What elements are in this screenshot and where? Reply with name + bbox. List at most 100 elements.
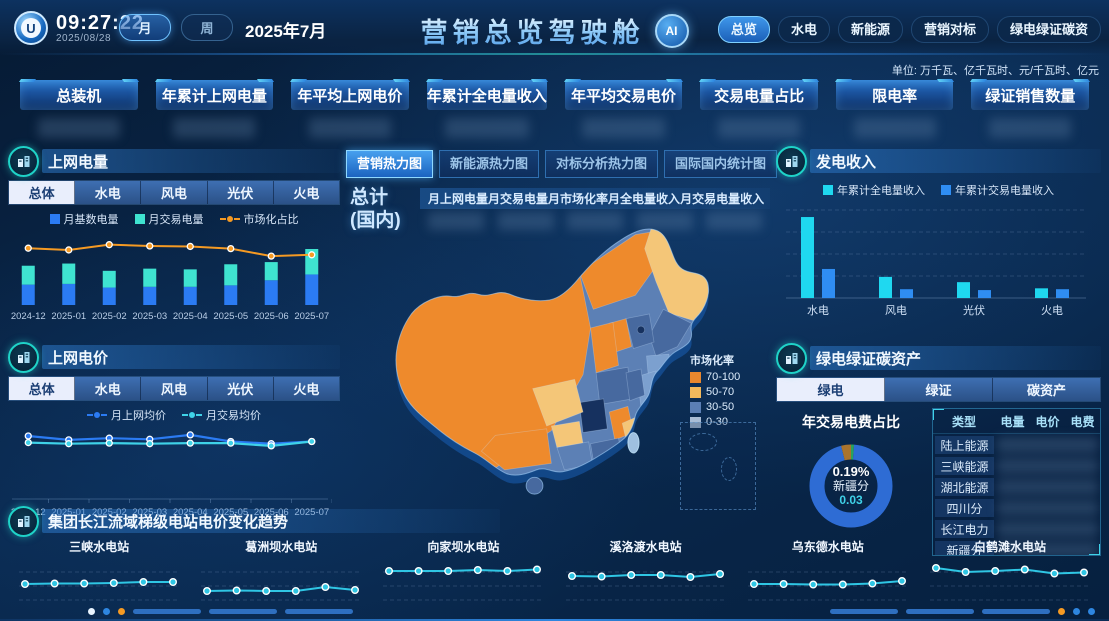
tab-火电[interactable]: 火电 [273,181,340,204]
kpi-value-blurred [37,118,120,138]
metric-月全电量收入: 月全电量收入 [608,192,681,206]
svg-text:光伏: 光伏 [963,303,985,317]
right-column: 发电收入 年累计全电量收入 年累计交易电量收入 水电 风电 光伏 火电 绿电绿证碳资产 … [776,145,1101,556]
legend-entry-70-100: 70-100 [690,371,740,383]
kpi-label-年平均交易电价[interactable]: 年平均交易电价 [564,80,683,110]
tab-水电[interactable]: 水电 [75,377,142,400]
panel-title: 上网电量 [48,153,109,171]
table-header-类型: 类型 [951,414,976,429]
kpi-value-blurred [582,118,665,138]
row-name-三峡能源[interactable]: 三峡能源 [935,457,994,475]
row-name-新疆分[interactable]: 新疆分 [935,541,994,555]
station-chart-乌东德水电站: 乌东德水电站 [737,536,919,612]
grid-price-legend: 月上网均价 月交易均价 [8,407,340,423]
tab-光伏[interactable]: 光伏 [207,181,274,204]
period-button-月[interactable]: 月 [119,14,171,41]
panel-title: 集团长江流域梯级电站电价变化趋势 [48,513,289,531]
south-china-sea-inset [680,422,756,510]
metric-value-blurred [497,212,554,230]
china-map[interactable] [346,216,766,496]
station-chart-向家坝水电站: 向家坝水电站 [372,536,554,612]
kpi-label-年平均上网电价[interactable]: 年平均上网电价 [291,80,409,110]
tab-光伏[interactable]: 光伏 [207,377,274,400]
app-logo-icon: U [14,11,48,45]
metric-value-blurred [706,212,762,230]
table-row: 湖北能源 [933,477,1100,497]
legend-entry-50-70: 50-70 [690,386,740,398]
map-tab-国际国内统计图[interactable]: 国际国内统计图 [664,150,778,178]
panel-grid-power: 上网电量 总体 水电 风电 光伏 火电 月基数电量 月交易电量 市场化占比 2024-12 2… [8,145,340,330]
nav-tab-营销对标[interactable]: 营销对标 [910,16,989,43]
panel-title: 上网电价 [48,349,109,367]
kpi-card: 交易电量占比 [700,80,818,138]
station-line-chart [737,556,919,612]
map-outline [395,228,710,476]
building-icon [776,342,807,374]
legend-item-年累计全电量收入: 年累计全电量收入 [823,182,925,198]
row-values-blurred [997,458,1098,474]
tab-总体[interactable]: 总体 [9,377,76,400]
nav-tab-水电[interactable]: 水电 [777,16,830,43]
grid-power-legend: 月基数电量 月交易电量 市场化占比 [8,211,340,227]
map-metric-labels: 月上网电量 月交易电量 月市场化率 月全电量收入 月交易电量收入 [420,188,770,209]
kpi-label-总装机[interactable]: 总装机 [20,80,138,110]
svg-text:2025-02: 2025-02 [92,311,127,322]
kpi-label-交易电量占比[interactable]: 交易电量占比 [700,80,818,110]
map-tab-营销热力图[interactable]: 营销热力图 [346,150,434,178]
tab-水电[interactable]: 水电 [75,181,142,204]
map-tab-对标分析热力图[interactable]: 对标分析热力图 [545,150,659,178]
panel-title: 绿电绿证碳资产 [816,350,922,368]
kpi-card: 限电率 [835,80,954,138]
bottom-deco-right [830,608,1095,615]
row-values-blurred [997,521,1098,537]
row-name-四川分[interactable]: 四川分 [935,499,994,517]
panel-head: 集团长江流域梯级电站电价变化趋势 [8,505,1101,537]
ai-assistant-button[interactable]: AI [654,13,689,48]
table-row: 新疆分 [933,540,1100,555]
kpi-label-年累计上网电量[interactable]: 年累计上网电量 [155,80,274,110]
kpi-label-限电率[interactable]: 限电率 [835,80,954,110]
metric-value-blurred [428,212,484,230]
tab-碳资产[interactable]: 碳资产 [993,378,1100,401]
tab-火电[interactable]: 火电 [273,377,340,400]
kpi-label-年累计全电量收入[interactable]: 年累计全电量收入 [426,80,547,110]
kpi-card: 总装机 [20,80,138,138]
table-row: 三峡能源 [933,456,1100,476]
map-metric-values-blurred [420,212,770,230]
kpi-label-绿证销售数量[interactable]: 绿证销售数量 [971,80,1089,110]
kpi-value-blurred [308,118,392,138]
map-tab-新能源热力图[interactable]: 新能源热力图 [439,150,540,178]
row-name-陆上能源[interactable]: 陆上能源 [935,436,994,454]
tab-总体[interactable]: 总体 [9,181,76,204]
station-line-chart [372,556,554,612]
panel-head: 绿电绿证碳资产 [776,342,1101,374]
table-header-电费: 电费 [1070,414,1095,429]
tab-绿电[interactable]: 绿电 [777,378,885,401]
tab-风电[interactable]: 风电 [141,377,208,400]
row-name-湖北能源[interactable]: 湖北能源 [935,478,994,496]
tab-绿证[interactable]: 绿证 [885,378,993,401]
period-button-周[interactable]: 周 [181,14,233,41]
trade-fee-donut[interactable]: 0.19% 新疆分 0.03 [803,438,899,534]
revenue-chart: 水电 风电 光伏 火电 [776,198,1101,333]
panel-green-assets: 绿电绿证碳资产 绿电 绿证 碳资产 年交易电费占比 0.19% 新疆分 0.03 [776,342,1101,556]
nav-tab-新能源[interactable]: 新能源 [837,16,903,43]
station-chart-溪洛渡水电站: 溪洛渡水电站 [555,536,737,612]
legend-item-市场化占比: 市场化占比 [219,211,299,227]
map-hainan [525,476,544,495]
station-line-chart [190,556,372,612]
panel-head: 发电收入 [776,145,1101,177]
svg-text:2025-04: 2025-04 [173,311,208,322]
table-header-电价: 电价 [1035,414,1060,429]
donut-column: 年交易电费占比 0.19% 新疆分 0.03 [776,408,926,556]
nav-tab-绿电绿证碳资[interactable]: 绿电绿证碳资 [996,16,1101,43]
map-legend: 市场化率 70-100 50-70 30-50 0-30 [690,352,740,431]
donut-chart [803,438,899,539]
map-legend-title: 市场化率 [690,355,734,367]
nav-tab-总览[interactable]: 总览 [717,16,770,43]
station-line-chart [555,556,737,612]
tab-风电[interactable]: 风电 [141,181,208,204]
map-tabs: 营销热力图 新能源热力图 对标分析热力图 国际国内统计图 [346,150,778,178]
row-name-长江电力[interactable]: 长江电力 [935,520,994,538]
